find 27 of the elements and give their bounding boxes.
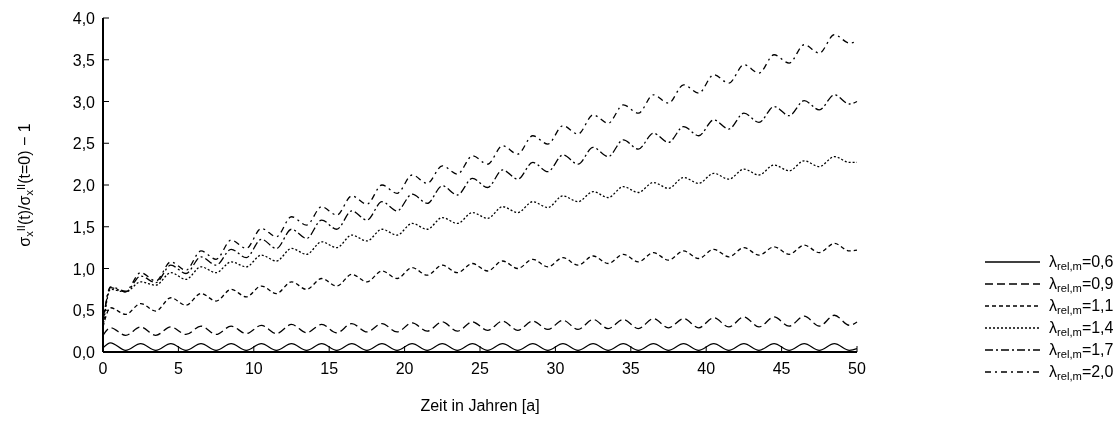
y-tick-label: 3,0 xyxy=(72,93,96,111)
legend-label: λ$_{rel,m}$=0,6 xyxy=(1049,253,1114,273)
x-tick-label: 25 xyxy=(471,360,489,377)
y-tick-label: 0,0 xyxy=(72,344,96,361)
x-tick-label: 35 xyxy=(621,360,640,377)
x-tick-label: 50 xyxy=(848,360,866,377)
x-tick-label: 0 xyxy=(98,360,108,377)
legend-label: λ$_{rel,m}$=0,9 xyxy=(1049,275,1114,295)
y-tick-label: 0,5 xyxy=(72,302,96,320)
x-tick-label: 5 xyxy=(173,360,183,377)
legend-label: λ$_{rel,m}$=1,4 xyxy=(1049,319,1114,339)
y-tick-label: 3,5 xyxy=(72,51,96,69)
legend-label: λ$_{rel,m}$=1,7 xyxy=(1049,341,1114,361)
y-tick-label: 1,5 xyxy=(72,218,96,236)
x-tick-label: 20 xyxy=(395,360,414,377)
y-tick-label: 4,0 xyxy=(72,10,96,27)
x-axis-title: Zeit in Jahren [a] xyxy=(420,397,540,414)
x-tick-label: 45 xyxy=(772,360,791,377)
x-tick-label: 40 xyxy=(697,360,716,377)
y-tick-label: 2,5 xyxy=(72,135,96,153)
x-tick-label: 30 xyxy=(546,360,565,377)
legend-label: λ$_{rel,m}$=2,0 xyxy=(1049,363,1114,383)
legend-label: λ$_{rel,m}$=1,1 xyxy=(1049,297,1114,317)
x-tick-label: 10 xyxy=(244,360,263,377)
x-tick-label: 15 xyxy=(320,360,339,377)
y-tick-label: 2,0 xyxy=(72,177,96,194)
y-tick-label: 1,0 xyxy=(72,260,96,278)
